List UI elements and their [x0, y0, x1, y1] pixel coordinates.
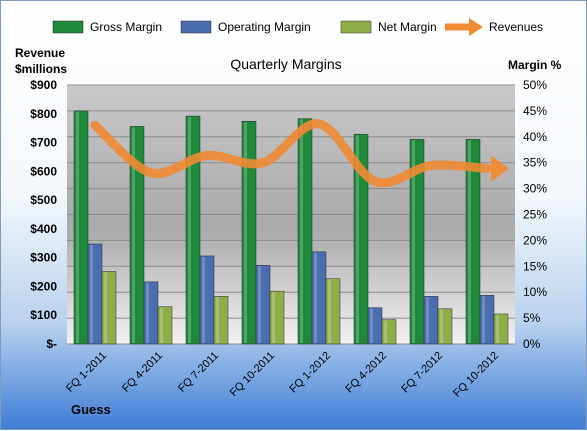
left-tick-label: $100 — [30, 308, 57, 322]
bar-highlight — [104, 272, 107, 343]
left-axis-label-line2: $millions — [15, 62, 67, 76]
right-axis-label: Margin % — [508, 58, 562, 72]
bar-highlight — [370, 308, 373, 343]
legend-swatch — [340, 20, 372, 34]
legend-label: Revenues — [489, 20, 543, 34]
left-tick-label: $900 — [30, 78, 57, 92]
left-tick-label: $700 — [30, 136, 57, 150]
gross-margin-bar — [465, 139, 481, 345]
legend-swatch-arrow — [469, 18, 483, 36]
right-tick-label: 35% — [523, 156, 547, 170]
left-axis-label-line1: Revenue — [15, 46, 65, 60]
category-tick-label: FQ 4-2012 — [343, 350, 389, 396]
bar-highlight — [412, 140, 415, 343]
bar-highlight — [90, 245, 93, 343]
bar-highlight — [496, 314, 499, 343]
bars — [73, 110, 509, 345]
revenue-line — [90, 119, 509, 188]
legend-label: Net Margin — [378, 20, 437, 34]
bar-highlight — [482, 296, 485, 343]
net-margin-bar — [437, 308, 453, 345]
left-tick-label: $300 — [30, 251, 57, 265]
legend-swatch — [180, 20, 212, 34]
right-tick-label: 45% — [523, 104, 547, 118]
bar-highlight — [76, 111, 79, 344]
net-margin-bar — [269, 290, 285, 345]
revenue-arrowhead — [491, 155, 509, 182]
revenue-line-path — [90, 119, 492, 188]
net-margin-bar — [101, 271, 117, 345]
net-margin-bar — [493, 313, 509, 345]
bar-highlight — [244, 122, 247, 343]
left-tick-label: $500 — [30, 193, 57, 207]
category-tick-label: FQ 1-2011 — [64, 350, 109, 395]
net-margin-bar — [213, 296, 229, 345]
chart-title: Quarterly Margins — [230, 56, 341, 72]
legend-swatch — [52, 20, 84, 34]
bar-highlight — [300, 119, 303, 343]
legend-label: Gross Margin — [90, 20, 162, 34]
bar-highlight — [426, 297, 429, 343]
right-tick-label: 50% — [523, 78, 547, 92]
bar-highlight — [468, 140, 471, 343]
gross-margin-bar — [185, 115, 201, 345]
legend: Gross Margin Operating Margin Net Margin Re… — [52, 18, 543, 36]
net-margin-bar — [325, 278, 341, 345]
right-tick-label: 30% — [523, 182, 547, 196]
left-tick-label: $600 — [30, 164, 57, 178]
left-tick-label: $200 — [30, 279, 57, 293]
left-tick-label: $400 — [30, 222, 57, 236]
bar-highlight — [146, 282, 149, 343]
category-tick-label: FQ 4-2011 — [120, 350, 165, 395]
category-tick-label: FQ 10-2012 — [451, 350, 501, 400]
right-tick-label: 25% — [523, 208, 547, 222]
bar-highlight — [160, 307, 163, 343]
right-tick-label: 10% — [523, 285, 547, 299]
right-tick-label: 5% — [523, 311, 541, 325]
gross-margin-bar — [241, 121, 257, 345]
legend-label: Operating Margin — [218, 20, 311, 34]
footnote: Guess — [71, 402, 111, 417]
bar-highlight — [328, 279, 331, 343]
category-tick-label: FQ 7-2011 — [176, 350, 221, 395]
category-tick-label: FQ 10-2011 — [228, 350, 277, 399]
bar-highlight — [202, 256, 205, 343]
right-tick-label: 20% — [523, 233, 547, 247]
net-margin-bar — [381, 319, 397, 345]
bar-highlight — [216, 297, 219, 343]
left-tick-label: $- — [46, 337, 57, 351]
bar-highlight — [258, 266, 261, 343]
bar-highlight — [440, 309, 443, 343]
gross-margin-bar — [297, 118, 313, 345]
bar-highlight — [384, 320, 387, 343]
right-tick-label: 40% — [523, 130, 547, 144]
gross-margin-bar — [409, 139, 425, 345]
right-tick-label: 0% — [523, 337, 541, 351]
left-tick-label: $800 — [30, 107, 57, 121]
bar-highlight — [272, 292, 275, 343]
bar-highlight — [188, 117, 191, 343]
category-tick-label: FQ 7-2012 — [399, 350, 445, 396]
category-tick-label: FQ 1-2012 — [287, 350, 333, 396]
bar-highlight — [356, 135, 359, 343]
bar-highlight — [314, 252, 317, 343]
gross-margin-bar — [129, 126, 145, 345]
bar-highlight — [132, 127, 135, 343]
gross-margin-bar — [353, 133, 369, 345]
right-tick-label: 15% — [523, 259, 547, 273]
net-margin-bar — [157, 306, 173, 345]
gross-margin-bar — [73, 110, 89, 345]
